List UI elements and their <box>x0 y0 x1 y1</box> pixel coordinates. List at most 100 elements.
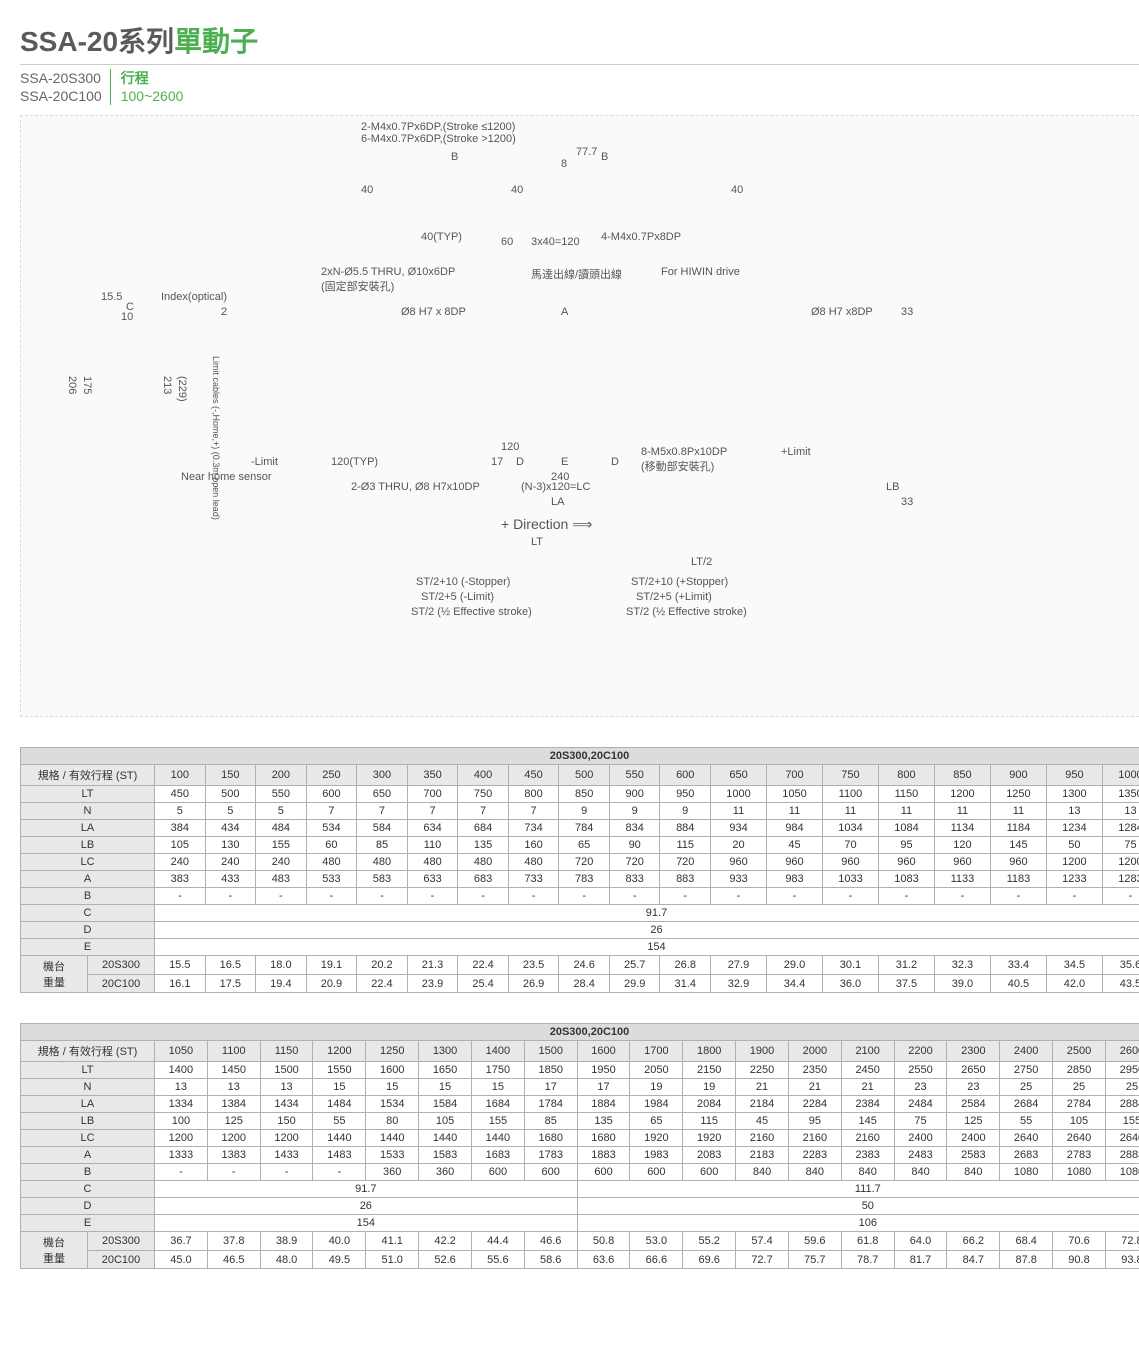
diag-label: For HIWIN drive <box>661 266 740 278</box>
row-label: 20S300 <box>88 1232 155 1251</box>
cell: 64.0 <box>894 1232 947 1251</box>
diag-label: 213 <box>161 376 173 394</box>
cell: 34.5 <box>1046 956 1102 975</box>
cell: 1134 <box>934 820 990 837</box>
cell: 15.5 <box>155 956 206 975</box>
cell: 55 <box>313 1113 366 1130</box>
col-spec: 規格 / 有效行程 (ST) <box>21 765 155 786</box>
cell: 95 <box>878 837 934 854</box>
cell: 39.0 <box>934 974 990 993</box>
cell: 11 <box>711 803 767 820</box>
cell: 1400 <box>155 1062 208 1079</box>
cell: 1284 <box>1102 820 1139 837</box>
cell: 600 <box>471 1164 524 1181</box>
diag-label: D <box>516 456 524 468</box>
cell: 720 <box>609 854 660 871</box>
cell: 1234 <box>1046 820 1102 837</box>
cell: 27.9 <box>711 956 767 975</box>
cell: 734 <box>508 820 559 837</box>
cell: 1250 <box>990 786 1046 803</box>
table-title: 20S300,20C100 <box>21 1024 1139 1041</box>
cell: 52.6 <box>419 1250 472 1269</box>
cell: 2083 <box>683 1147 736 1164</box>
cell: 900 <box>609 786 660 803</box>
cell: 90 <box>609 837 660 854</box>
cell: 48.0 <box>260 1250 313 1269</box>
cell: 72.7 <box>736 1250 789 1269</box>
cell: - <box>155 888 206 905</box>
cell: 23.9 <box>407 974 458 993</box>
cell: 58.6 <box>524 1250 577 1269</box>
cell: 32.3 <box>934 956 990 975</box>
diag-label: 馬達出線/讀頭出線 <box>531 266 622 282</box>
cell: 934 <box>711 820 767 837</box>
col-header: 950 <box>1046 765 1102 786</box>
cell: 1984 <box>630 1096 683 1113</box>
row-label: A <box>21 1147 155 1164</box>
cell: 700 <box>407 786 458 803</box>
cell: 960 <box>990 854 1046 871</box>
cell: 1680 <box>577 1130 630 1147</box>
cell: 2150 <box>683 1062 736 1079</box>
cell: 11 <box>990 803 1046 820</box>
cell: 2683 <box>1000 1147 1053 1164</box>
diag-label: 120(TYP) <box>331 456 378 468</box>
cell: 600 <box>524 1164 577 1181</box>
cell: - <box>1102 888 1139 905</box>
diag-label: LB <box>886 481 899 493</box>
cell: - <box>822 888 878 905</box>
cell: 17 <box>577 1079 630 1096</box>
cell: 50 <box>1046 837 1102 854</box>
row-label: LT <box>21 1062 155 1079</box>
spec-table: 20S300,20C100規格 / 有效行程 (ST)1001502002503… <box>20 747 1139 993</box>
col-header: 450 <box>508 765 559 786</box>
cell: 2160 <box>736 1130 789 1147</box>
cell: - <box>934 888 990 905</box>
page-title: SSA-20系列單動子 <box>20 20 1139 65</box>
cell: 11 <box>767 803 823 820</box>
diag-label: 175 <box>81 376 93 394</box>
cell: 61.8 <box>841 1232 894 1251</box>
cell: 1684 <box>471 1096 524 1113</box>
cell: 800 <box>508 786 559 803</box>
cell: 11 <box>822 803 878 820</box>
cell: 13 <box>155 1079 208 1096</box>
cell: 1600 <box>366 1062 419 1079</box>
cell: 1434 <box>260 1096 313 1113</box>
cell: 480 <box>407 854 458 871</box>
diag-label: 10 <box>121 311 133 323</box>
cell: 45 <box>736 1113 789 1130</box>
cell: 2400 <box>947 1130 1000 1147</box>
col-header: 2100 <box>841 1041 894 1062</box>
diag-label: 8-M5x0.8Px10DP <box>641 446 727 458</box>
cell: 2384 <box>841 1096 894 1113</box>
cell: 1484 <box>313 1096 366 1113</box>
col-header: 700 <box>767 765 823 786</box>
cell: 550 <box>256 786 307 803</box>
cell: 65 <box>630 1113 683 1130</box>
cell: 55.2 <box>683 1232 736 1251</box>
cell: 983 <box>767 871 823 888</box>
cell: 840 <box>736 1164 789 1181</box>
model-list: SSA-20S300 SSA-20C100 <box>20 69 111 105</box>
cell: 484 <box>256 820 307 837</box>
cell: 2400 <box>894 1130 947 1147</box>
diag-label: 3x40=120 <box>531 236 580 248</box>
cell: 5 <box>155 803 206 820</box>
col-header: 1200 <box>313 1041 366 1062</box>
cell: 154 <box>155 1215 578 1232</box>
diag-label: 60 <box>501 236 513 248</box>
col-header: 1300 <box>419 1041 472 1062</box>
cell: 105 <box>155 837 206 854</box>
cell: 2684 <box>1000 1096 1053 1113</box>
cell: 154 <box>155 939 1139 956</box>
cell: 21.3 <box>407 956 458 975</box>
cell: - <box>313 1164 366 1181</box>
cell: 1433 <box>260 1147 313 1164</box>
cell: 7 <box>458 803 509 820</box>
cell: 50.8 <box>577 1232 630 1251</box>
row-label: N <box>21 803 155 820</box>
title-prefix: SSA-20 <box>20 26 118 57</box>
cell: 2183 <box>736 1147 789 1164</box>
cell: 20.2 <box>357 956 408 975</box>
